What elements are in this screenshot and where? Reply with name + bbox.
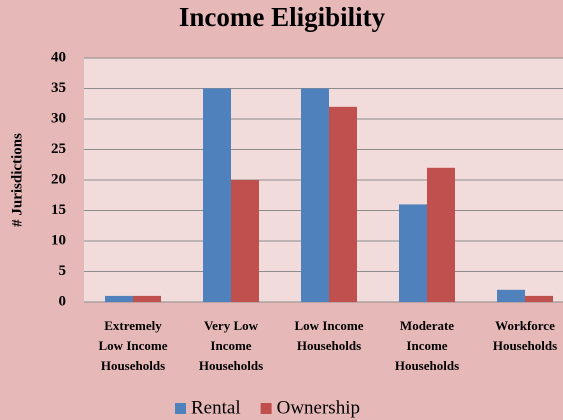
bar — [231, 180, 259, 302]
legend-swatch — [175, 403, 186, 414]
bar — [399, 204, 427, 302]
chart-title: Income Eligibility — [179, 2, 386, 32]
bar — [133, 295, 161, 302]
legend-swatch — [260, 403, 272, 414]
y-tick-label: 20 — [51, 171, 66, 187]
bar — [105, 295, 133, 302]
y-tick-label: 10 — [51, 232, 66, 248]
bar — [497, 289, 525, 302]
legend-label: Rental — [191, 397, 241, 418]
x-tick-label: Moderate Income Households — [395, 318, 459, 373]
bar — [301, 88, 329, 302]
x-tick-label: Workforce Households — [493, 318, 557, 353]
y-tick-label: 15 — [51, 202, 66, 218]
y-tick-label: 25 — [51, 141, 66, 157]
y-tick-label: 35 — [51, 80, 66, 96]
y-axis-label: # Jurisdictions — [9, 133, 25, 227]
bar — [525, 295, 553, 302]
x-tick-label: Very Low Income Households — [199, 318, 263, 373]
y-tick-label: 5 — [59, 263, 67, 279]
bar — [329, 106, 357, 302]
bar — [203, 88, 231, 302]
y-tick-label: 30 — [51, 110, 66, 126]
x-tick-label: Extremely Low Income Households — [99, 318, 168, 373]
y-tick-label: 40 — [51, 49, 66, 65]
legend-label: Ownership — [277, 397, 360, 418]
bar — [427, 167, 455, 302]
y-tick-label: 0 — [59, 293, 67, 309]
x-tick-label: Low Income Households — [295, 318, 364, 353]
